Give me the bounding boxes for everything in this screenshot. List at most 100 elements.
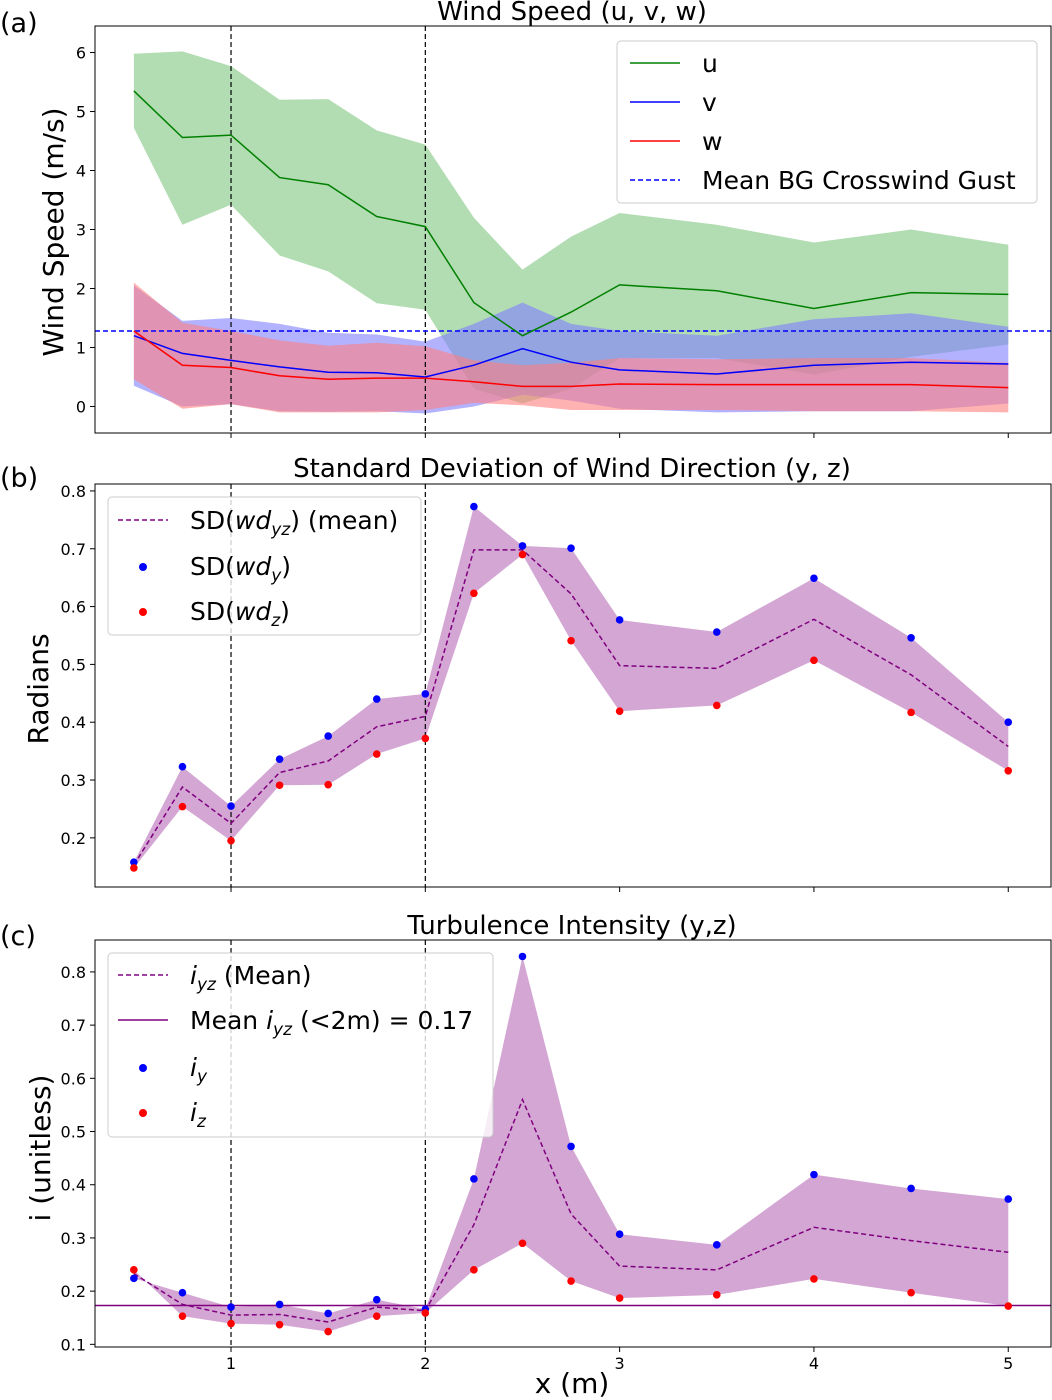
panel-b-point-SD(wd_z)-8 (518, 550, 527, 559)
panel-b-ytick-label: 0.8 (61, 482, 86, 501)
panel-c-point-i_y-14 (1004, 1195, 1013, 1203)
panel-c-point-i_y-9 (567, 1142, 575, 1151)
panel-a-legend-box (616, 40, 1038, 204)
panel-c-point-i_z-10 (615, 1294, 624, 1302)
panel-b-plot-area: 0.2 0.3 0.4 0.5 0.6 0.7 0.8 (61, 482, 1013, 892)
panel-a-band-u (133, 51, 1009, 404)
panel-a-ytick-label: 5 (76, 103, 86, 122)
panel-c-point-i_z-8 (518, 1239, 527, 1248)
panel-b-point-SD(wd_z)-3 (275, 781, 284, 790)
panel-c-point-i_z-0 (130, 1266, 138, 1274)
panel-c-point-i_y-2 (227, 1303, 235, 1311)
panel-b-point-SD(wd_y)-11 (712, 628, 721, 636)
panel-b-ytick-label: 0.5 (61, 655, 86, 674)
panel-b-point-SD(wd_y)-3 (275, 755, 284, 764)
panel-c-plot-area: 0.1 0.2 0.3 0.4 0.5 0.6 0.7 0.8 1 2 3 4 5 (61, 940, 1051, 1373)
panel-b-point-SD(wd_z)-14 (1004, 766, 1013, 775)
legend-iyz-mean-label: iyz (Mean) (190, 961, 312, 995)
panel-c-point-i_z-7 (470, 1266, 478, 1274)
panel-a-plot-area: 0 1 2 3 4 5 6 (76, 26, 1051, 438)
panel-c-point-i_y-5 (372, 1295, 381, 1304)
panel-b-point-SD(wd_y)-5 (372, 695, 381, 703)
panel-b-ytick-label: 0.2 (61, 829, 86, 848)
panel-a-ytick-label: 6 (76, 44, 86, 63)
panel-b-point-SD(wd_z)-12 (810, 656, 818, 665)
panel-b-ytick-label: 0.6 (61, 598, 86, 617)
panel-c: (c) Turbulence Intensity (y,z) i (unitle… (0, 911, 1052, 1400)
panel-c-point-i_z-4 (324, 1327, 332, 1336)
panel-a-label: (a) (0, 8, 38, 39)
legend-sd-mean-label: SD(wdyz) (mean) (190, 506, 398, 540)
panel-c-point-i_z-1 (178, 1312, 187, 1320)
panel-b-ytick-label: 0.4 (61, 713, 86, 732)
panel-c-ytick-label: 0.6 (61, 1069, 86, 1088)
panel-b-point-SD(wd_z)-10 (615, 707, 624, 716)
legend-v-label: v (702, 88, 717, 117)
panel-b-ytick-label: 0.7 (61, 540, 86, 559)
panel-a-ytick-label: 4 (76, 162, 86, 181)
panel-c-ytick-label: 0.2 (61, 1282, 86, 1301)
panel-b-frame (94, 483, 1052, 888)
panel-c-ytick-label: 0.4 (61, 1176, 86, 1195)
panel-b-band (133, 506, 1009, 868)
panel-b-point-SD(wd_y)-0 (130, 858, 138, 866)
legend-sd-y-marker (139, 563, 147, 571)
panel-c-xtick-label: 2 (420, 1354, 430, 1373)
panel-c-point-i_z-6 (421, 1309, 430, 1317)
panel-c-xtick-label: 3 (615, 1354, 625, 1373)
panel-c-line-i_yz (Mean) (133, 1097, 1009, 1323)
panel-c-xtick-label: 1 (226, 1354, 236, 1373)
panel-c-point-i_z-3 (275, 1320, 284, 1329)
panel-c-point-i_z-9 (567, 1277, 575, 1285)
panel-b-point-SD(wd_z)-0 (130, 864, 138, 872)
legend-iy-label: iy (190, 1053, 208, 1087)
panel-c-label: (c) (0, 921, 36, 952)
panel-c-point-i_y-8 (518, 952, 527, 961)
panel-c-point-i_y-4 (324, 1309, 332, 1318)
panel-a-line-v (133, 334, 1009, 378)
panel-b-point-SD(wd_z)-11 (712, 701, 721, 710)
panel-c-ylabel: i (unitless) (24, 1075, 57, 1222)
legend-gust-label: Mean BG Crosswind Gust (702, 166, 1016, 195)
panel-b-point-SD(wd_z)-4 (324, 780, 332, 789)
panel-a-title: Wind Speed (u, v, w) (437, 0, 707, 27)
panel-b-point-SD(wd_y)-1 (178, 762, 187, 771)
panel-c-xtick-label: 5 (1003, 1354, 1013, 1373)
panel-b-ytick-label: 0.3 (61, 771, 86, 790)
panel-c-point-i_z-5 (372, 1312, 381, 1320)
panel-a-band-w (133, 282, 1009, 413)
legend-iyz-threshold-label: Mean iyz (<2m) = 0.17 (190, 1006, 473, 1040)
panel-b-point-SD(wd_z)-5 (372, 750, 381, 758)
legend-iy-marker (139, 1064, 147, 1072)
panel-a-line-u (133, 90, 1009, 337)
panel-b-ylabel: Radians (22, 633, 55, 744)
panel-c-point-i_z-14 (1004, 1302, 1013, 1310)
panel-c-legend: iyz (Mean) Mean iyz (<2m) = 0.17 iy iz (107, 952, 494, 1138)
panel-c-point-i_y-10 (615, 1230, 624, 1239)
panel-b-point-SD(wd_z)-1 (178, 802, 187, 811)
panel-a-ytick-label: 3 (76, 221, 86, 240)
panel-b-point-SD(wd_y)-8 (518, 542, 527, 550)
panel-b-point-SD(wd_y)-12 (810, 574, 818, 583)
legend-sd-z-marker (139, 608, 147, 616)
panel-b-point-SD(wd_y)-4 (324, 732, 332, 740)
panel-c-point-i_z-11 (712, 1291, 721, 1299)
panel-b: (b) Standard Deviation of Wind Direction… (0, 454, 1052, 892)
panel-c-point-i_z-12 (810, 1275, 818, 1283)
panel-b-point-SD(wd_y)-10 (615, 616, 624, 624)
panel-c-frame (94, 939, 1052, 1348)
panel-c-ytick-label: 0.5 (61, 1123, 86, 1142)
panel-b-point-SD(wd_y)-13 (907, 633, 915, 642)
panel-c-point-i_y-1 (178, 1288, 187, 1297)
legend-w-label: w (702, 127, 722, 156)
panel-c-point-i_y-7 (470, 1175, 478, 1183)
panel-a-ylabel: Wind Speed (m/s) (37, 107, 70, 356)
panel-b-point-SD(wd_y)-14 (1004, 718, 1013, 727)
panel-c-xtick-label: 4 (809, 1354, 819, 1373)
panel-c-point-i_z-13 (907, 1288, 915, 1297)
panel-b-line-SD(wd_yz) (mean) (133, 549, 1009, 866)
panel-c-band (133, 956, 1009, 1332)
legend-iz-marker (139, 1109, 147, 1117)
panel-c-point-i_y-3 (275, 1300, 284, 1309)
